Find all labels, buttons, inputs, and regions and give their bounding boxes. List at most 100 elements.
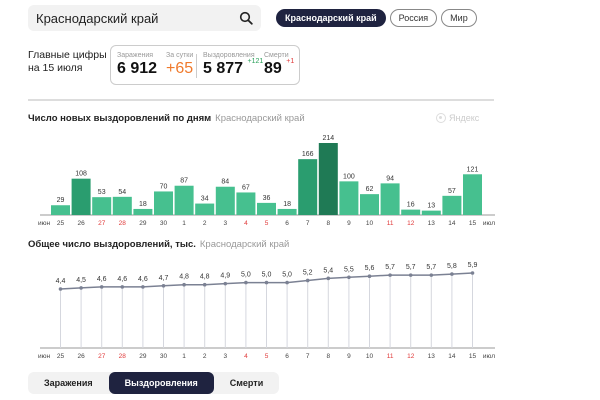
bar-value-label: 36 [263, 195, 271, 202]
bar[interactable] [174, 185, 194, 215]
bar[interactable] [463, 174, 482, 215]
x-tick-label: 2 [203, 353, 207, 360]
point-value-label: 4,4 [56, 278, 66, 285]
data-point[interactable] [120, 285, 125, 289]
x-tick-label: 26 [77, 220, 85, 227]
data-point[interactable] [264, 280, 269, 285]
stat-infections: Заражения 6 912 [117, 52, 157, 78]
bar[interactable] [92, 197, 112, 215]
data-point[interactable] [244, 280, 248, 285]
bar[interactable] [401, 209, 421, 215]
pill-krasnodar[interactable]: Краснодарский край [276, 9, 386, 27]
x-tick-label: 5 [265, 353, 269, 360]
bar[interactable] [195, 203, 215, 215]
tab-infections[interactable]: Заражения [44, 378, 93, 388]
bar[interactable] [298, 159, 318, 215]
data-point[interactable] [79, 286, 83, 290]
bar[interactable] [51, 205, 70, 215]
divider [196, 54, 197, 78]
data-point[interactable] [223, 281, 228, 286]
point-value-label: 5,9 [468, 262, 478, 269]
bar[interactable] [112, 196, 132, 215]
data-point[interactable] [285, 280, 289, 285]
tab-recoveries[interactable]: Выздоровления [108, 372, 214, 394]
point-value-label: 5,6 [365, 265, 375, 272]
data-point[interactable] [141, 285, 145, 289]
x-tick-label: 8 [326, 220, 330, 227]
point-value-label: 5,0 [241, 272, 251, 279]
bar[interactable] [339, 181, 359, 215]
data-point[interactable] [58, 287, 63, 291]
bar-value-label: 108 [75, 171, 87, 178]
pill-world[interactable]: Мир [441, 9, 477, 27]
bar-value-label: 29 [57, 197, 65, 204]
search-icon[interactable] [239, 11, 253, 25]
x-tick-label: 15 [469, 220, 477, 227]
data-point[interactable] [450, 272, 454, 276]
chart-title-text: Общее число выздоровлений, тыс. [28, 239, 196, 250]
search-box[interactable] [28, 5, 261, 31]
data-point[interactable] [408, 273, 413, 277]
point-value-label: 4,6 [138, 276, 148, 283]
bar[interactable] [360, 194, 379, 215]
stat-label: Заражения [117, 52, 154, 59]
point-value-label: 4,6 [117, 276, 127, 283]
data-point[interactable] [388, 273, 392, 277]
x-month-end: июл [483, 220, 495, 227]
bar[interactable] [277, 208, 297, 215]
stat-recoveries: Выздоровления 5 877 +121 [203, 52, 263, 78]
stat-label: Смерти [264, 52, 289, 59]
summary-label: Главные цифры на 15 июля [28, 49, 107, 75]
data-point[interactable] [161, 284, 166, 288]
bar-value-label: 84 [221, 179, 229, 186]
bar[interactable] [71, 178, 91, 215]
bar[interactable] [318, 143, 338, 215]
data-point[interactable] [305, 278, 310, 283]
daily-recoveries-bar-chart: 2925108265327542818297030871342843674365… [38, 135, 495, 227]
bar[interactable] [380, 183, 400, 215]
data-point[interactable] [470, 271, 475, 275]
data-point[interactable] [99, 285, 104, 289]
stat-value: +65 [166, 60, 194, 77]
x-tick-label: 14 [448, 220, 456, 227]
search-input[interactable] [36, 8, 226, 28]
bar-value-label: 54 [118, 189, 126, 196]
tab-deaths[interactable]: Смерти [229, 378, 264, 388]
bar[interactable] [236, 192, 256, 215]
bar-value-label: 18 [283, 201, 291, 208]
data-point[interactable] [429, 273, 434, 277]
x-tick-label: 14 [448, 353, 456, 360]
yandex-icon [436, 113, 446, 123]
x-tick-label: 11 [387, 220, 394, 227]
bar[interactable] [442, 195, 462, 215]
x-tick-label: 3 [223, 220, 227, 227]
data-point[interactable] [202, 282, 207, 287]
bar[interactable] [154, 191, 173, 215]
data-point[interactable] [347, 275, 351, 280]
point-value-label: 5,8 [447, 263, 457, 270]
x-tick-label: 30 [160, 353, 168, 360]
chart-title-text: Число новых выздоровлений по дням [28, 113, 212, 124]
bar[interactable] [257, 202, 276, 215]
data-point[interactable] [367, 274, 372, 278]
bar[interactable] [215, 186, 235, 215]
x-tick-label: 15 [469, 353, 477, 360]
bar[interactable] [421, 210, 441, 215]
point-value-label: 4,9 [220, 273, 230, 280]
yandex-logo[interactable]: Яндекс [436, 113, 479, 123]
point-value-label: 5,0 [262, 272, 272, 279]
bar-value-label: 67 [242, 184, 250, 191]
pill-russia[interactable]: Россия [389, 9, 438, 27]
bar-value-label: 94 [386, 175, 394, 182]
bar[interactable] [133, 208, 153, 215]
summary-label-line1: Главные цифры [28, 49, 107, 61]
point-value-label: 5,7 [426, 264, 436, 271]
data-point[interactable] [182, 282, 186, 287]
data-point[interactable] [326, 276, 331, 281]
metric-tabs: Заражения Выздоровления Смерти [28, 372, 280, 394]
x-tick-label: 2 [203, 220, 207, 227]
x-tick-label: 9 [347, 220, 351, 227]
bar-value-label: 166 [302, 151, 314, 158]
summary-date: на 15 июля [28, 62, 83, 74]
x-tick-label: 13 [428, 353, 436, 360]
